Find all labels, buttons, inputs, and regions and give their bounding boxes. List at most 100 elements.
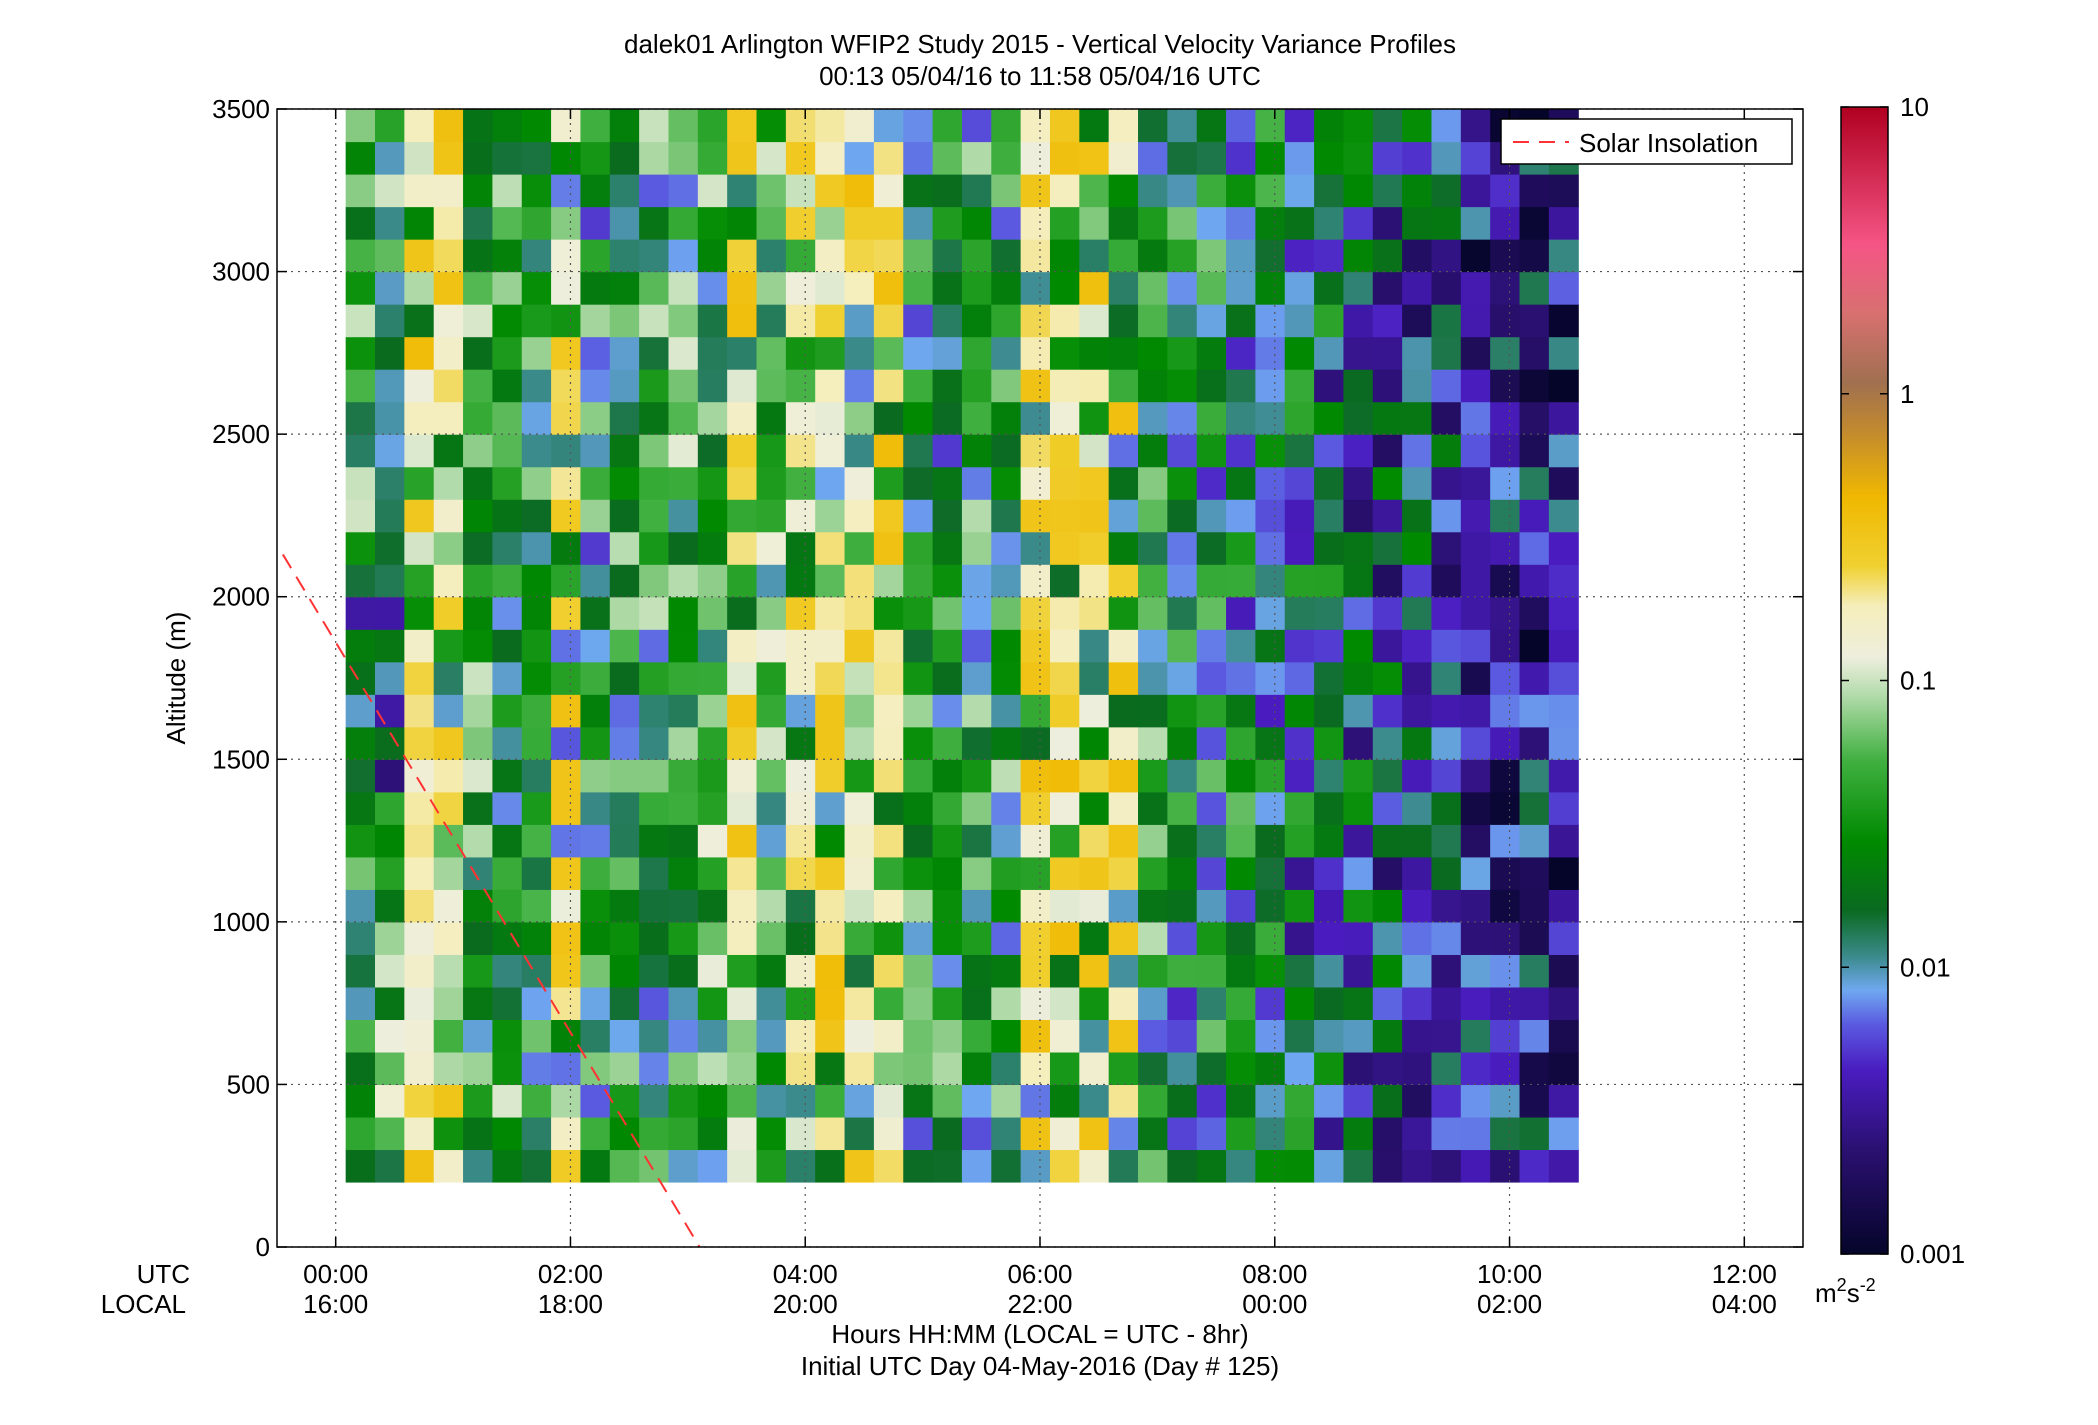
heatmap-cell <box>1167 1019 1198 1053</box>
heatmap-cell <box>1460 564 1491 598</box>
heatmap-cell <box>873 889 904 923</box>
heatmap-cell <box>844 434 875 468</box>
heatmap-cell <box>1226 986 1256 1020</box>
heatmap-cell <box>1049 889 1080 923</box>
heatmap-cell <box>932 824 963 858</box>
heatmap-cell <box>580 954 611 988</box>
heatmap-cell <box>961 531 992 565</box>
heatmap-cell <box>1049 1084 1080 1118</box>
heatmap-cell <box>873 791 904 825</box>
heatmap-cell <box>873 1051 904 1086</box>
heatmap-cell <box>697 174 728 208</box>
heatmap-cell <box>932 271 963 305</box>
heatmap-cell <box>463 986 493 1020</box>
heatmap-cell <box>873 239 904 273</box>
heatmap-cell <box>1431 271 1462 305</box>
heatmap-cell <box>1548 791 1579 825</box>
heatmap-cell <box>1402 889 1433 923</box>
heatmap-cell <box>1255 629 1286 663</box>
heatmap-cell <box>1138 694 1168 728</box>
heatmap-cell <box>1226 791 1256 825</box>
heatmap-cell <box>1167 531 1198 565</box>
heatmap-cell <box>1519 986 1550 1020</box>
heatmap-cell <box>1402 206 1433 240</box>
heatmap-cell <box>961 1149 992 1183</box>
axis-ticks <box>277 108 1803 1248</box>
heatmap-cell <box>1079 206 1110 240</box>
heatmap-cell <box>375 921 405 955</box>
heatmap-cell <box>551 531 582 565</box>
heatmap-cell <box>492 954 523 988</box>
heatmap-cell <box>1020 499 1051 533</box>
heatmap-cell <box>580 141 611 175</box>
heatmap-cell <box>815 1019 846 1053</box>
heatmap-cell <box>1431 1116 1462 1151</box>
heatmap-cell <box>1049 466 1080 500</box>
heatmap-cell <box>727 856 758 890</box>
heatmap-cell <box>404 629 435 663</box>
heatmap-cell <box>1314 206 1345 240</box>
heatmap-cell <box>1196 239 1227 273</box>
heatmap-cell <box>1548 694 1579 728</box>
x-tick-labels: 00:0016:0002:0018:0004:0020:0006:0022:00… <box>303 1259 1777 1319</box>
heatmap-cell <box>727 109 758 143</box>
heatmap-cell <box>1108 1149 1139 1183</box>
heatmap-cell <box>375 1019 405 1053</box>
heatmap-cell <box>1372 1084 1403 1118</box>
heatmap-cell <box>961 401 992 435</box>
heatmap-cell <box>1255 1019 1286 1053</box>
heatmap-cell <box>375 401 405 435</box>
heatmap-cell <box>1490 336 1521 370</box>
heatmap-cell <box>668 791 699 825</box>
heatmap-cell <box>1049 1149 1080 1183</box>
heatmap-cell <box>873 109 904 143</box>
heatmap-cell <box>1049 499 1080 533</box>
heatmap-cell <box>668 1149 699 1183</box>
heatmap-cell <box>1284 791 1315 825</box>
heatmap-cell <box>1079 336 1110 370</box>
heatmap-cell <box>756 889 787 923</box>
heatmap-cell <box>727 629 758 663</box>
heatmap-cell <box>1020 889 1051 923</box>
heatmap-cell <box>785 1051 816 1086</box>
heatmap-cell <box>609 856 640 890</box>
heatmap-cell <box>609 174 640 208</box>
heatmap-cell <box>1020 921 1051 955</box>
heatmap-cell <box>668 889 699 923</box>
heatmap-cell <box>668 564 699 598</box>
heatmap-cell <box>727 271 758 305</box>
heatmap-cell <box>1284 694 1315 728</box>
heatmap-cell <box>345 239 376 273</box>
heatmap-cell <box>639 1116 670 1151</box>
heatmap-cell <box>668 174 699 208</box>
heatmap-cell <box>1314 336 1345 370</box>
heatmap-cell <box>697 921 728 955</box>
heatmap-cell <box>873 629 904 663</box>
heatmap-cell <box>844 336 875 370</box>
heatmap-cell <box>844 856 875 890</box>
heatmap-cell <box>903 1116 934 1151</box>
heatmap-cell <box>727 206 758 240</box>
heatmap-cell <box>815 726 846 760</box>
heatmap-cell <box>668 856 699 890</box>
heatmap-cell <box>551 889 582 923</box>
heatmap-cell <box>1255 726 1286 760</box>
heatmap-cell <box>1108 174 1139 208</box>
heatmap-cell <box>785 954 816 988</box>
heatmap-cell <box>1372 661 1403 695</box>
heatmap-cell <box>1519 954 1550 988</box>
heatmap-cell <box>844 694 875 728</box>
heatmap-cell <box>932 726 963 760</box>
heatmap-cell <box>551 694 582 728</box>
heatmap-cell <box>903 1019 934 1053</box>
heatmap-cell <box>345 791 376 825</box>
heatmap-cell <box>1402 141 1433 175</box>
heatmap-cell <box>1108 1084 1139 1118</box>
heatmap-cell <box>492 271 523 305</box>
heatmap-cell <box>639 174 670 208</box>
heatmap-cell <box>668 986 699 1020</box>
heatmap-cell <box>551 141 582 175</box>
heatmap-cell <box>1548 921 1579 955</box>
heatmap-cell <box>668 304 699 338</box>
heatmap-cell <box>756 1116 787 1151</box>
